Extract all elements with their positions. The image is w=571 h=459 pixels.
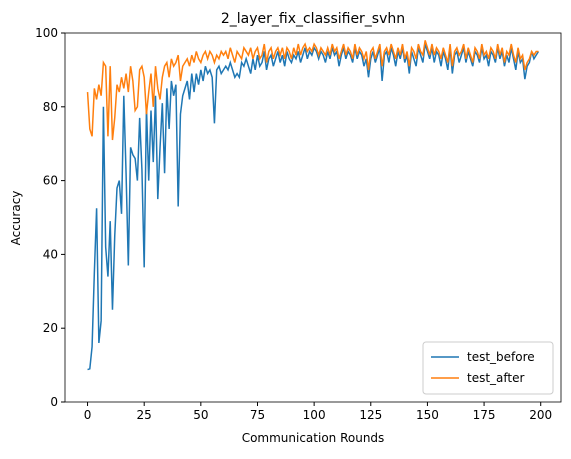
y-tick-label: 40 xyxy=(43,247,58,261)
x-tick-label: 75 xyxy=(250,408,265,422)
x-tick-label: 100 xyxy=(303,408,326,422)
series-line xyxy=(87,43,540,371)
x-tick-label: 25 xyxy=(137,408,152,422)
x-tick-label: 125 xyxy=(359,408,382,422)
x-tick-label: 50 xyxy=(193,408,208,422)
x-tick-label: 200 xyxy=(529,408,552,422)
x-axis-label: Communication Rounds xyxy=(242,431,385,445)
legend-label: test_before xyxy=(467,350,535,364)
y-tick-label: 20 xyxy=(43,321,58,335)
x-tick-label: 150 xyxy=(416,408,439,422)
plot-frame xyxy=(64,32,562,403)
series-line xyxy=(86,40,539,141)
x-tick-label: 175 xyxy=(473,408,496,422)
y-tick-label: 100 xyxy=(35,26,58,40)
y-axis-label: Accuracy xyxy=(9,191,23,246)
y-tick-label: 80 xyxy=(43,100,58,114)
x-tick-label: 0 xyxy=(84,408,92,422)
y-tick-label: 60 xyxy=(43,174,58,188)
legend-box xyxy=(422,341,554,395)
y-tick-label: 0 xyxy=(50,395,58,409)
legend-label: test_after xyxy=(467,371,525,385)
chart-title: 2_layer_fix_classifier_svhn xyxy=(221,11,405,27)
